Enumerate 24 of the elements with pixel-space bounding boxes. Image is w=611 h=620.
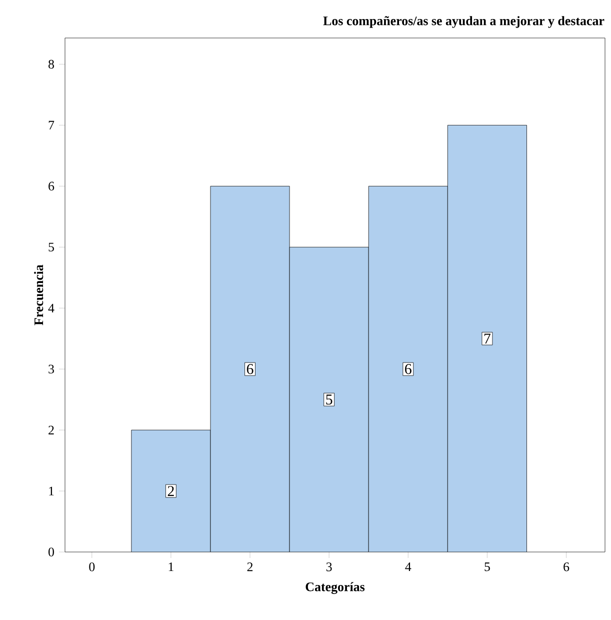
data-label: 5 bbox=[326, 394, 332, 405]
y-tick-label: 5 bbox=[48, 242, 54, 252]
chart-title: Los compañeros/as se ayudan a mejorar y destacar bbox=[323, 16, 604, 28]
x-tick-label: 2 bbox=[247, 562, 253, 572]
y-tick-label: 6 bbox=[48, 182, 54, 191]
x-tick-label: 1 bbox=[168, 562, 174, 572]
x-tick-label: 6 bbox=[564, 562, 570, 572]
y-tick-label: 8 bbox=[48, 60, 54, 69]
x-tick-label: 3 bbox=[326, 562, 332, 572]
x-tick-label: 5 bbox=[484, 562, 490, 572]
y-axis-title: Frecuencia bbox=[34, 264, 44, 326]
data-label: 7 bbox=[484, 334, 490, 344]
y-tick-label: 0 bbox=[48, 548, 54, 556]
y-tick-label: 3 bbox=[48, 364, 54, 374]
y-tick-label: 1 bbox=[49, 486, 54, 496]
x-axis-title: Categorías bbox=[306, 582, 365, 594]
x-tick-label: 4 bbox=[405, 562, 412, 572]
data-label: 6 bbox=[246, 364, 254, 374]
data-label: 2 bbox=[168, 486, 174, 496]
y-tick-label: 2 bbox=[48, 426, 54, 434]
x-tick-label: 0 bbox=[89, 562, 95, 572]
data-label: 6 bbox=[405, 364, 412, 374]
y-tick-label: 7 bbox=[48, 120, 54, 130]
y-tick-label: 4 bbox=[48, 304, 54, 312]
